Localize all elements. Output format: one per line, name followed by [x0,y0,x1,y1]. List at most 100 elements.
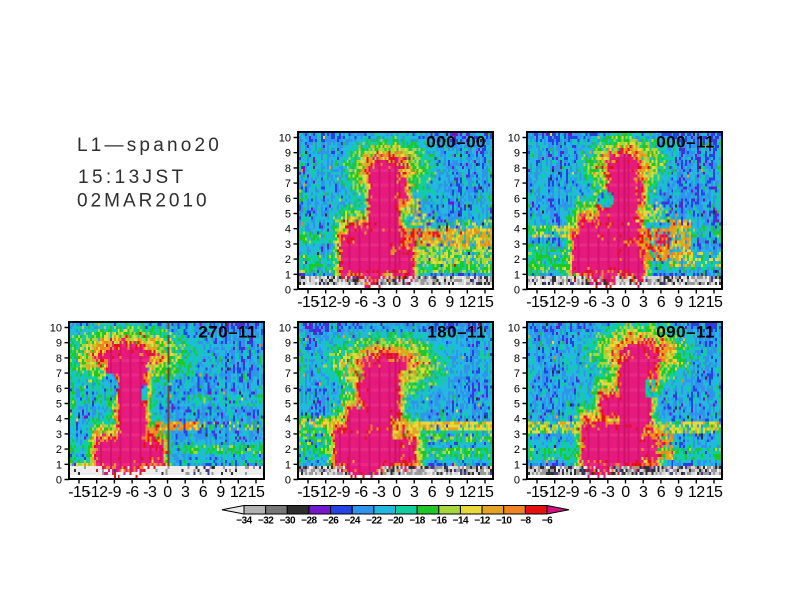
svg-text:9: 9 [56,338,62,350]
svg-text:4: 4 [285,224,291,236]
svg-text:7: 7 [285,368,291,380]
svg-text:-12: -12 [544,294,566,311]
svg-text:10: 10 [508,133,520,145]
svg-text:5: 5 [514,399,520,411]
svg-text:-15: -15 [526,484,548,501]
svg-text:9: 9 [674,484,683,501]
svg-text:10: 10 [50,323,62,335]
svg-text:−32: −32 [258,516,274,527]
svg-text:15: 15 [248,484,265,501]
svg-text:5: 5 [285,399,291,411]
svg-text:3: 3 [410,294,419,311]
svg-text:-9: -9 [566,484,580,501]
svg-text:-9: -9 [566,294,580,311]
svg-text:-3: -3 [601,484,615,501]
svg-text:1: 1 [285,269,291,281]
svg-text:−8: −8 [520,516,531,527]
svg-text:-12: -12 [315,484,337,501]
svg-text:-12: -12 [544,484,566,501]
svg-text:000–11: 000–11 [656,133,715,152]
svg-text:270–11: 270–11 [198,323,257,342]
svg-text:8: 8 [285,353,291,365]
svg-text:9: 9 [285,148,291,160]
svg-text:−20: −20 [388,516,404,527]
svg-text:-9: -9 [337,294,351,311]
svg-text:L1—spano20: L1—spano20 [77,135,222,156]
svg-text:10: 10 [279,133,291,145]
svg-text:5: 5 [56,399,62,411]
svg-text:-12: -12 [86,484,108,501]
svg-text:−12: −12 [474,516,490,527]
svg-text:-12: -12 [315,294,337,311]
svg-text:10: 10 [508,323,520,335]
svg-text:3: 3 [56,429,62,441]
svg-text:3: 3 [514,239,520,251]
svg-text:6: 6 [285,193,291,205]
svg-text:9: 9 [216,484,225,501]
svg-text:−30: −30 [280,516,296,527]
svg-text:3: 3 [181,484,190,501]
svg-text:-15: -15 [526,294,548,311]
svg-text:0: 0 [392,294,401,311]
svg-text:1: 1 [285,459,291,471]
svg-text:12: 12 [459,484,476,501]
svg-text:-9: -9 [108,484,122,501]
svg-text:6: 6 [514,193,520,205]
svg-text:1: 1 [514,459,520,471]
svg-text:6: 6 [657,294,666,311]
svg-text:−26: −26 [323,516,339,527]
svg-text:15: 15 [477,484,494,501]
svg-text:4: 4 [514,224,520,236]
svg-text:0: 0 [514,475,520,487]
svg-text:0: 0 [56,475,62,487]
svg-text:6: 6 [199,484,208,501]
svg-text:15:13JST: 15:13JST [78,167,187,188]
svg-text:-6: -6 [354,484,368,501]
svg-text:0: 0 [621,484,630,501]
svg-text:5: 5 [285,209,291,221]
svg-text:9: 9 [514,338,520,350]
svg-text:6: 6 [56,383,62,395]
svg-text:6: 6 [657,484,666,501]
svg-text:15: 15 [706,294,723,311]
svg-text:6: 6 [514,383,520,395]
svg-text:3: 3 [639,294,648,311]
svg-text:12: 12 [459,294,476,311]
svg-text:0: 0 [514,285,520,297]
svg-text:8: 8 [285,163,291,175]
svg-text:12: 12 [688,484,705,501]
svg-text:3: 3 [514,429,520,441]
svg-text:2: 2 [514,254,520,266]
svg-text:9: 9 [445,294,454,311]
svg-text:-6: -6 [125,484,139,501]
svg-text:090–11: 090–11 [656,323,715,342]
svg-text:-15: -15 [68,484,90,501]
svg-text:5: 5 [514,209,520,221]
svg-text:4: 4 [56,414,62,426]
svg-text:0: 0 [285,285,291,297]
svg-text:15: 15 [706,484,723,501]
svg-text:−14: −14 [453,516,469,527]
svg-text:−16: −16 [431,516,447,527]
svg-text:-3: -3 [143,484,157,501]
svg-text:000–00: 000–00 [426,133,486,152]
svg-text:9: 9 [445,484,454,501]
svg-text:10: 10 [279,323,291,335]
svg-text:4: 4 [514,414,520,426]
svg-text:−6: −6 [542,516,553,527]
svg-text:180–11: 180–11 [427,323,486,342]
svg-text:-6: -6 [583,294,597,311]
svg-text:-3: -3 [372,484,386,501]
svg-text:7: 7 [285,178,291,190]
svg-text:−28: −28 [301,516,317,527]
svg-text:3: 3 [639,484,648,501]
svg-text:7: 7 [56,368,62,380]
svg-text:3: 3 [410,484,419,501]
svg-text:−10: −10 [496,516,512,527]
svg-text:-3: -3 [601,294,615,311]
svg-text:-6: -6 [354,294,368,311]
svg-text:12: 12 [688,294,705,311]
svg-text:3: 3 [285,429,291,441]
svg-text:7: 7 [514,368,520,380]
svg-text:9: 9 [285,338,291,350]
